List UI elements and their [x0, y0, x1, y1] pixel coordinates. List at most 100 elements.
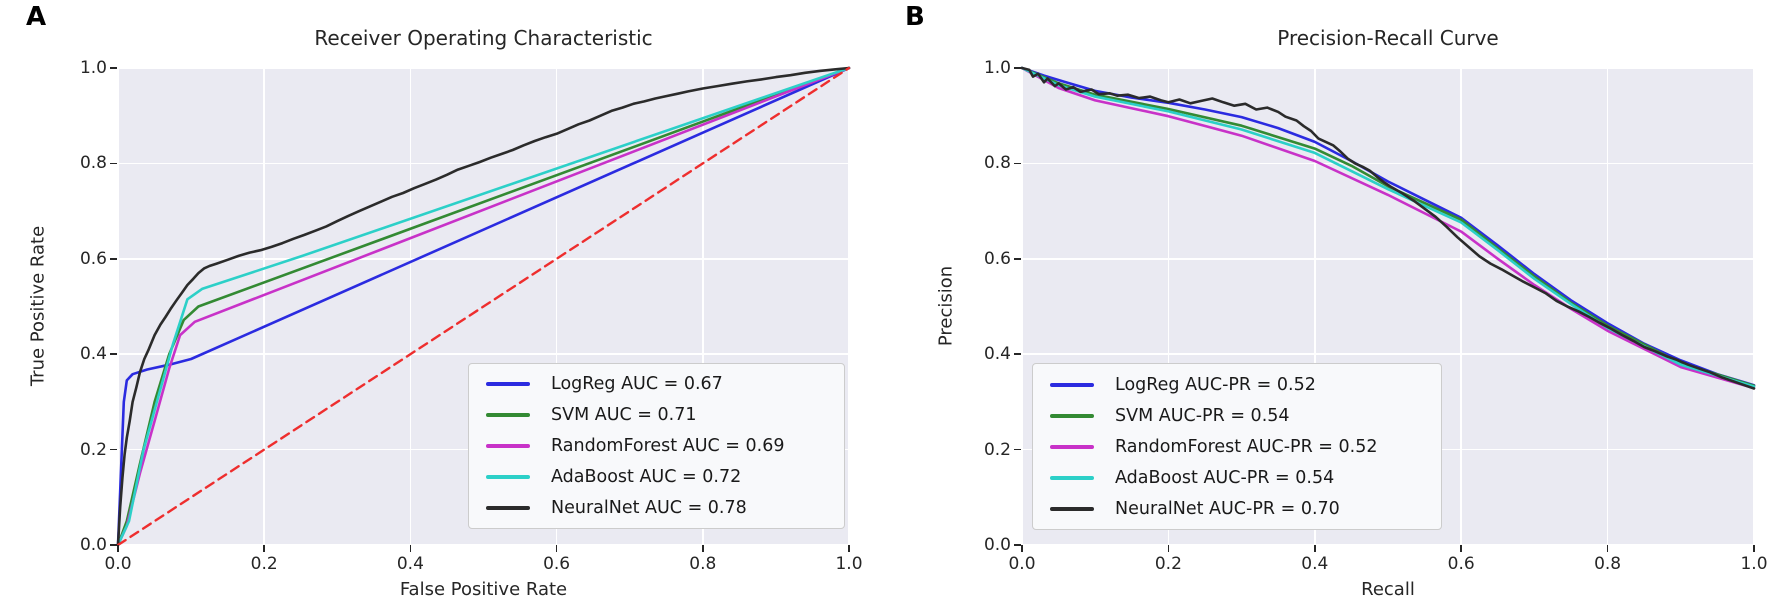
gridline — [1167, 68, 1170, 545]
gridline — [1022, 162, 1754, 165]
y-tick-mark — [110, 448, 117, 451]
curve-neuralnet — [116, 66, 851, 547]
y-tick-mark — [110, 258, 117, 260]
curve-logreg — [1020, 66, 1756, 387]
gridline — [1022, 67, 1754, 69]
curve-adaboost — [1020, 66, 1756, 388]
roc-x-axis-label: False Positive Rate — [399, 579, 568, 600]
curves-layer — [1020, 66, 1756, 390]
legend-swatch-logreg — [486, 382, 530, 387]
gridline — [118, 67, 849, 69]
y-tick-label: 0.0 — [79, 535, 107, 555]
x-tick-mark — [263, 545, 265, 552]
x-tick-mark — [1753, 545, 1755, 552]
legend-label: SVM AUC = 0.71 — [551, 405, 697, 426]
pr-chart-title: Precision-Recall Curve — [1277, 26, 1499, 50]
x-tick-label: 0.4 — [1301, 554, 1329, 574]
gridline — [117, 68, 119, 545]
x-tick-label: 0.4 — [396, 554, 424, 574]
legend-entry-adaboost: AdaBoost AUC = 0.72 — [469, 467, 844, 487]
gridline — [1753, 68, 1755, 545]
y-tick-mark — [110, 67, 117, 69]
y-tick-label: 0.6 — [79, 248, 107, 269]
x-tick-mark — [1314, 545, 1316, 552]
legend-swatch-neuralnet — [486, 505, 530, 510]
curve-randomforest — [1020, 66, 1756, 390]
y-tick-label: 0.2 — [79, 439, 107, 460]
gridline — [555, 68, 558, 545]
gridline — [848, 68, 850, 545]
x-tick-label: 0.6 — [1447, 554, 1475, 574]
y-tick-label: 0.8 — [79, 153, 107, 174]
y-tick-mark — [1014, 448, 1021, 451]
legend-label: NeuralNet AUC-PR = 0.70 — [1115, 498, 1340, 519]
pr-y-axis-label: Precision — [935, 265, 957, 347]
x-tick-label: 0.0 — [104, 554, 132, 574]
y-tick-mark — [110, 353, 117, 355]
legend-entry-svm: SVM AUC-PR = 0.54 — [1033, 406, 1441, 426]
legend-swatch-svm — [486, 413, 530, 418]
x-tick-label: 0.8 — [1594, 554, 1622, 574]
legend-entry-neuralnet: NeuralNet AUC-PR = 0.70 — [1033, 499, 1441, 519]
gridline — [702, 68, 704, 545]
y-tick-label: 0.4 — [79, 344, 107, 365]
legend-entry-logreg: LogReg AUC-PR = 0.52 — [1033, 375, 1441, 395]
y-tick-mark — [1014, 67, 1021, 69]
pr-x-axis-label: Recall — [1361, 579, 1415, 600]
gridline — [409, 68, 412, 545]
gridline — [118, 162, 849, 165]
legend-entry-adaboost: AdaBoost AUC-PR = 0.54 — [1033, 468, 1441, 488]
curve-svm — [1020, 66, 1756, 388]
gridline — [263, 68, 265, 545]
legend: LogReg AUC-PR = 0.52 SVM AUC-PR = 0.54 Ran… — [1032, 363, 1442, 530]
x-tick-label: 1.0 — [1740, 554, 1768, 574]
x-tick-mark — [1460, 545, 1462, 552]
legend-label: LogReg AUC = 0.67 — [551, 374, 723, 395]
legend-label: RandomForest AUC-PR = 0.52 — [1115, 436, 1378, 457]
legend-label: NeuralNet AUC = 0.78 — [551, 497, 747, 518]
y-tick-label: 0.4 — [983, 344, 1011, 365]
legend-swatch-randomforest — [486, 443, 530, 448]
gridline — [1022, 544, 1754, 546]
gridline — [1460, 68, 1462, 545]
gridline — [1022, 353, 1754, 355]
legend-entry-randomforest: RandomForest AUC = 0.69 — [469, 436, 844, 456]
curves-layer — [116, 66, 851, 547]
gridline — [1606, 68, 1609, 545]
x-tick-label: 1.0 — [835, 554, 863, 574]
curve-svm — [116, 66, 851, 547]
legend-swatch-neuralnet — [1050, 506, 1094, 511]
y-tick-mark — [1014, 353, 1021, 355]
y-tick-mark — [1014, 544, 1021, 546]
legend: LogReg AUC = 0.67 SVM AUC = 0.71 RandomFor… — [468, 363, 845, 529]
x-tick-mark — [1021, 545, 1023, 552]
y-tick-label: 1.0 — [79, 58, 107, 78]
legend-label: LogReg AUC-PR = 0.52 — [1115, 374, 1316, 395]
curve-neuralnet — [1020, 66, 1756, 390]
gridline — [1022, 258, 1754, 260]
legend-entry-svm: SVM AUC = 0.71 — [469, 405, 844, 425]
gridline — [1314, 68, 1316, 545]
y-tick-label: 0.2 — [983, 439, 1011, 460]
x-tick-label: 0.2 — [250, 554, 278, 574]
y-tick-label: 0.8 — [983, 153, 1011, 174]
x-tick-mark — [702, 545, 704, 552]
curve-chance — [116, 66, 851, 547]
curve-adaboost — [116, 66, 851, 547]
legend-label: RandomForest AUC = 0.69 — [551, 435, 785, 456]
legend-label: AdaBoost AUC = 0.72 — [551, 466, 742, 487]
y-tick-label: 0.0 — [983, 535, 1011, 555]
roc-y-axis-label: True Positive Rate — [27, 225, 49, 387]
panel-letter-a: A — [26, 2, 47, 32]
legend-entry-neuralnet: NeuralNet AUC = 0.78 — [469, 498, 844, 518]
legend-entry-logreg: LogReg AUC = 0.67 — [469, 374, 844, 394]
x-tick-mark — [409, 545, 412, 552]
x-tick-mark — [117, 545, 119, 552]
gridline — [1021, 68, 1023, 545]
legend-swatch-adaboost — [486, 474, 530, 479]
x-tick-mark — [1606, 545, 1609, 552]
y-tick-mark — [110, 544, 117, 546]
gridline — [118, 258, 849, 260]
x-tick-label: 0.8 — [689, 554, 717, 574]
panel-letter-b: B — [905, 2, 925, 32]
